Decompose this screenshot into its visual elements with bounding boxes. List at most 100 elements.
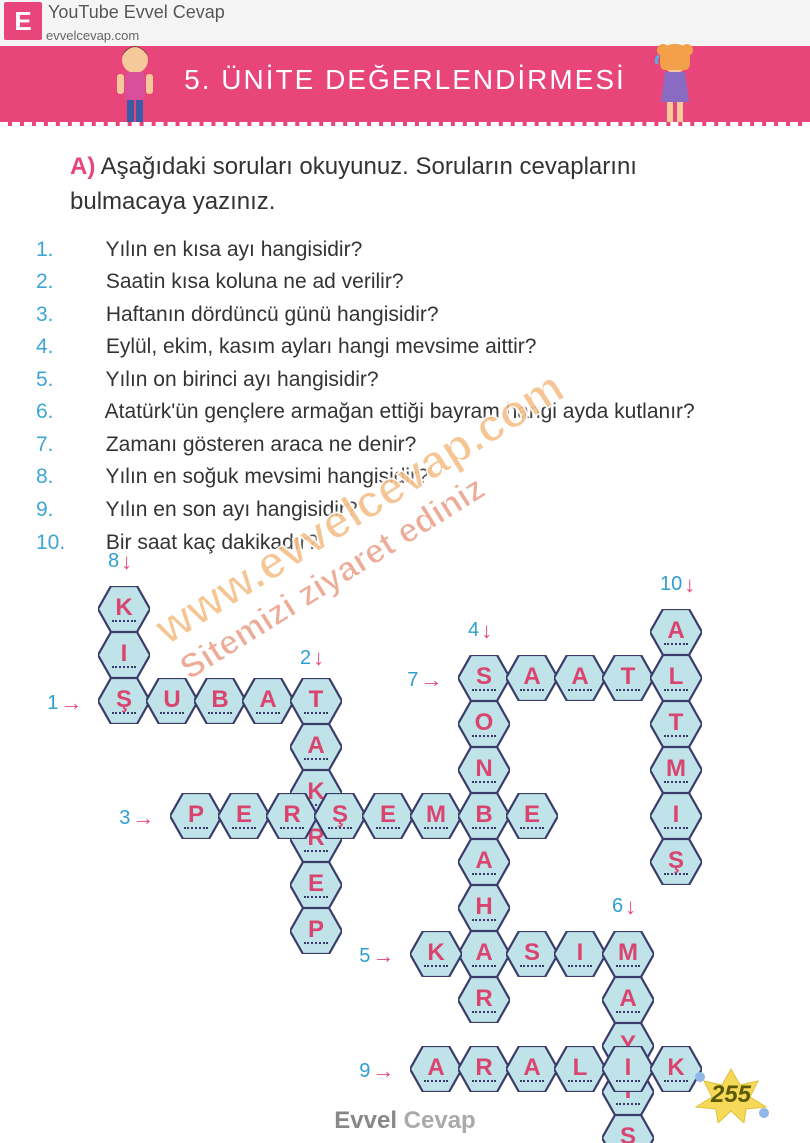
question-text: Eylül, ekim, kasım ayları hangi mevsime … — [100, 335, 536, 358]
hex-underline — [184, 827, 208, 829]
hex-cell: R — [266, 793, 318, 839]
hex-underline — [256, 712, 280, 714]
hex-letter: T — [621, 663, 636, 691]
clue-number: 9 — [359, 1060, 370, 1083]
hex-underline — [304, 850, 328, 852]
hex-underline — [112, 666, 136, 668]
clue-number: 1 — [47, 692, 58, 715]
hex-underline — [664, 643, 688, 645]
question-number: 7. — [70, 429, 100, 462]
hex-underline — [376, 827, 400, 829]
hex-letter: A — [523, 663, 540, 691]
arrow-icon: ↓ — [625, 894, 636, 920]
page-number-badge: 255 — [688, 1067, 774, 1123]
arrow-icon: → — [60, 690, 82, 716]
hex-underline — [664, 873, 688, 875]
hex-cell: K — [98, 586, 150, 632]
hex-cell: N — [458, 747, 510, 793]
hex-letter: K — [427, 939, 444, 967]
hex-underline — [616, 689, 640, 691]
hex-letter: I — [121, 640, 128, 668]
youtube-text: YouTube Evvel Cevap — [48, 2, 225, 23]
question-item: 6. Atatürk'ün gençlere armağan ettiği ba… — [70, 396, 750, 429]
hex-underline — [472, 919, 496, 921]
hex-cell: R — [458, 977, 510, 1023]
hex-cell: M — [410, 793, 462, 839]
hex-letter: P — [308, 916, 324, 944]
hex-letter: M — [666, 755, 686, 783]
instruction-text: Aşağıdaki soruları okuyunuz. Soruların c… — [70, 153, 637, 215]
hex-letter: R — [475, 1054, 492, 1082]
question-number: 6. — [70, 396, 100, 429]
hex-letter: A — [571, 663, 588, 691]
hex-letter: I — [673, 801, 680, 829]
hex-underline — [304, 758, 328, 760]
clue-number: 7 — [407, 669, 418, 692]
arrow-icon: → — [372, 1058, 394, 1084]
hex-underline — [472, 781, 496, 783]
hex-letter: T — [669, 709, 684, 737]
hex-letter: A — [475, 847, 492, 875]
hex-letter: Ş — [332, 801, 348, 829]
unit-banner: 5. ÜNİTE DEĞERLENDİRMESİ — [0, 46, 810, 126]
question-item: 9. Yılın en son ayı hangisidir? — [70, 494, 750, 527]
hex-letter: S — [476, 663, 492, 691]
hex-cell: A — [242, 678, 294, 724]
hex-cell: A — [410, 1046, 462, 1092]
hex-letter: M — [618, 939, 638, 967]
hex-letter: E — [380, 801, 396, 829]
question-item: 8. Yılın en soğuk mevsimi hangisidir? — [70, 461, 750, 494]
question-number: 8. — [70, 461, 100, 494]
hex-letter: O — [475, 709, 494, 737]
question-number: 4. — [70, 331, 100, 364]
question-item: 7. Zamanı gösteren araca ne denir? — [70, 429, 750, 462]
hex-cell: T — [602, 655, 654, 701]
clue-label: 8↓ — [108, 549, 132, 575]
hex-cell: E — [218, 793, 270, 839]
hex-underline — [520, 965, 544, 967]
hex-cell: L — [650, 655, 702, 701]
hex-underline — [232, 827, 256, 829]
hex-cell: E — [290, 862, 342, 908]
question-number: 2. — [70, 266, 100, 299]
hex-letter: U — [163, 686, 180, 714]
hex-cell: B — [194, 678, 246, 724]
question-text: Yılın on birinci ayı hangisidir? — [100, 368, 379, 391]
hex-letter: A — [523, 1054, 540, 1082]
hex-letter: Ş — [668, 847, 684, 875]
hex-underline — [208, 712, 232, 714]
hex-underline — [664, 735, 688, 737]
content-area: A) Aşağıdaki soruları okuyunuz. Soruları… — [70, 150, 750, 559]
clue-number: 3 — [119, 807, 130, 830]
hex-underline — [304, 942, 328, 944]
hex-cell: U — [146, 678, 198, 724]
hex-underline — [472, 1080, 496, 1082]
hex-letter: K — [115, 594, 132, 622]
hex-underline — [664, 1080, 688, 1082]
hex-underline — [616, 965, 640, 967]
hex-cell: S — [506, 931, 558, 977]
clue-number: 10 — [660, 573, 682, 596]
hex-cell: T — [650, 701, 702, 747]
question-item: 5. Yılın on birinci ayı hangisidir? — [70, 364, 750, 397]
clue-label: 4↓ — [468, 618, 492, 644]
question-item: 3. Haftanın dördüncü günü hangisidir? — [70, 299, 750, 332]
hex-cell: B — [458, 793, 510, 839]
hex-cell: A — [506, 1046, 558, 1092]
clue-label: 3→ — [119, 805, 154, 831]
question-text: Yılın en soğuk mevsimi hangisidir? — [100, 465, 429, 488]
girl-illustration — [645, 40, 705, 130]
hex-underline — [424, 965, 448, 967]
hex-cell: E — [506, 793, 558, 839]
question-item: 1. Yılın en kısa ayı hangisidir? — [70, 234, 750, 267]
hex-underline — [520, 827, 544, 829]
hex-underline — [472, 873, 496, 875]
hex-cell: O — [458, 701, 510, 747]
hex-cell: P — [170, 793, 222, 839]
hex-letter: E — [308, 870, 324, 898]
hex-letter: S — [524, 939, 540, 967]
arrow-icon: ↓ — [121, 549, 132, 575]
question-text: Zamanı gösteren araca ne denir? — [100, 433, 416, 456]
hex-letter: A — [259, 686, 276, 714]
hex-cell: S — [602, 1115, 654, 1143]
